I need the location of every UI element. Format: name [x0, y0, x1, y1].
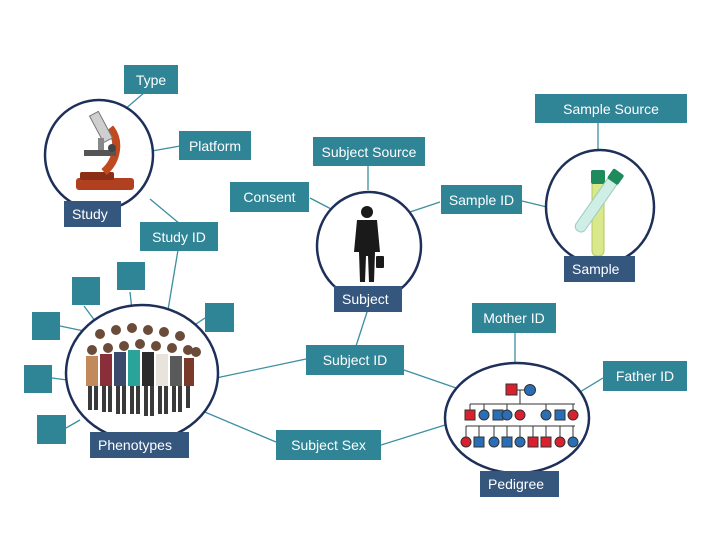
- node-label-pedigree: Pedigree: [480, 471, 559, 497]
- attribute-subject-source: Subject Source: [313, 137, 425, 166]
- connector-sq3: [59, 325, 85, 332]
- attribute-type: Type: [124, 65, 178, 94]
- microscope-icon: [76, 110, 134, 190]
- attribute-sample-id: Sample ID: [441, 185, 522, 214]
- attribute-study-id: Study ID: [140, 222, 218, 251]
- connector-studyid-phenotypes: [167, 249, 179, 311]
- connector-study-studyid: [149, 198, 181, 225]
- connector-sq4: [51, 377, 68, 381]
- node-label-phenotypes: Phenotypes: [90, 432, 189, 458]
- attribute-consent: Consent: [230, 182, 309, 212]
- phenotype-attribute-square: [205, 303, 234, 332]
- connector-study-platform: [151, 145, 181, 152]
- attribute-subject-sex: Subject Sex: [276, 430, 381, 460]
- connector-subjectid-phenotypes: [215, 358, 307, 379]
- phenotype-attribute-square: [37, 415, 66, 444]
- connector-subjectid-pedigree: [403, 369, 463, 391]
- test-tube-icon: [574, 168, 624, 257]
- connector-sq5: [65, 419, 81, 429]
- connector-subject-sampleid: [409, 201, 441, 213]
- phenotype-attribute-square: [32, 312, 60, 340]
- phenotype-attribute-square: [24, 365, 52, 393]
- connector-consent-subject: [309, 197, 334, 211]
- connector-sampleid-sample: [521, 200, 548, 208]
- attribute-mother-id: Mother ID: [472, 303, 556, 333]
- phenotype-attribute-square: [117, 262, 145, 290]
- attribute-platform: Platform: [179, 131, 251, 160]
- phenotype-attribute-square: [72, 277, 100, 305]
- crowd-image: [86, 323, 201, 416]
- study-node: [43, 98, 155, 212]
- connector-phenotypes-subjectsex: [199, 409, 277, 443]
- phenotypes-node: [64, 303, 220, 443]
- sample-node: [544, 148, 656, 266]
- person-silhouette-icon: [354, 206, 384, 282]
- connector-subjectsex-pedigree: [380, 424, 446, 446]
- subject-node: [315, 190, 423, 302]
- node-label-sample: Sample: [564, 256, 635, 282]
- node-label-subject: Subject: [334, 286, 402, 312]
- pedigree-node: [443, 361, 591, 475]
- node-label-study: Study: [64, 201, 121, 227]
- attribute-father-id: Father ID: [603, 361, 687, 391]
- attribute-subject-id: Subject ID: [306, 345, 404, 375]
- connector-subject-subjectid: [355, 308, 369, 347]
- connector-fatherid-pedigree: [579, 377, 604, 393]
- attribute-sample-source: Sample Source: [535, 94, 687, 123]
- pedigree-chart-icon: [460, 383, 579, 448]
